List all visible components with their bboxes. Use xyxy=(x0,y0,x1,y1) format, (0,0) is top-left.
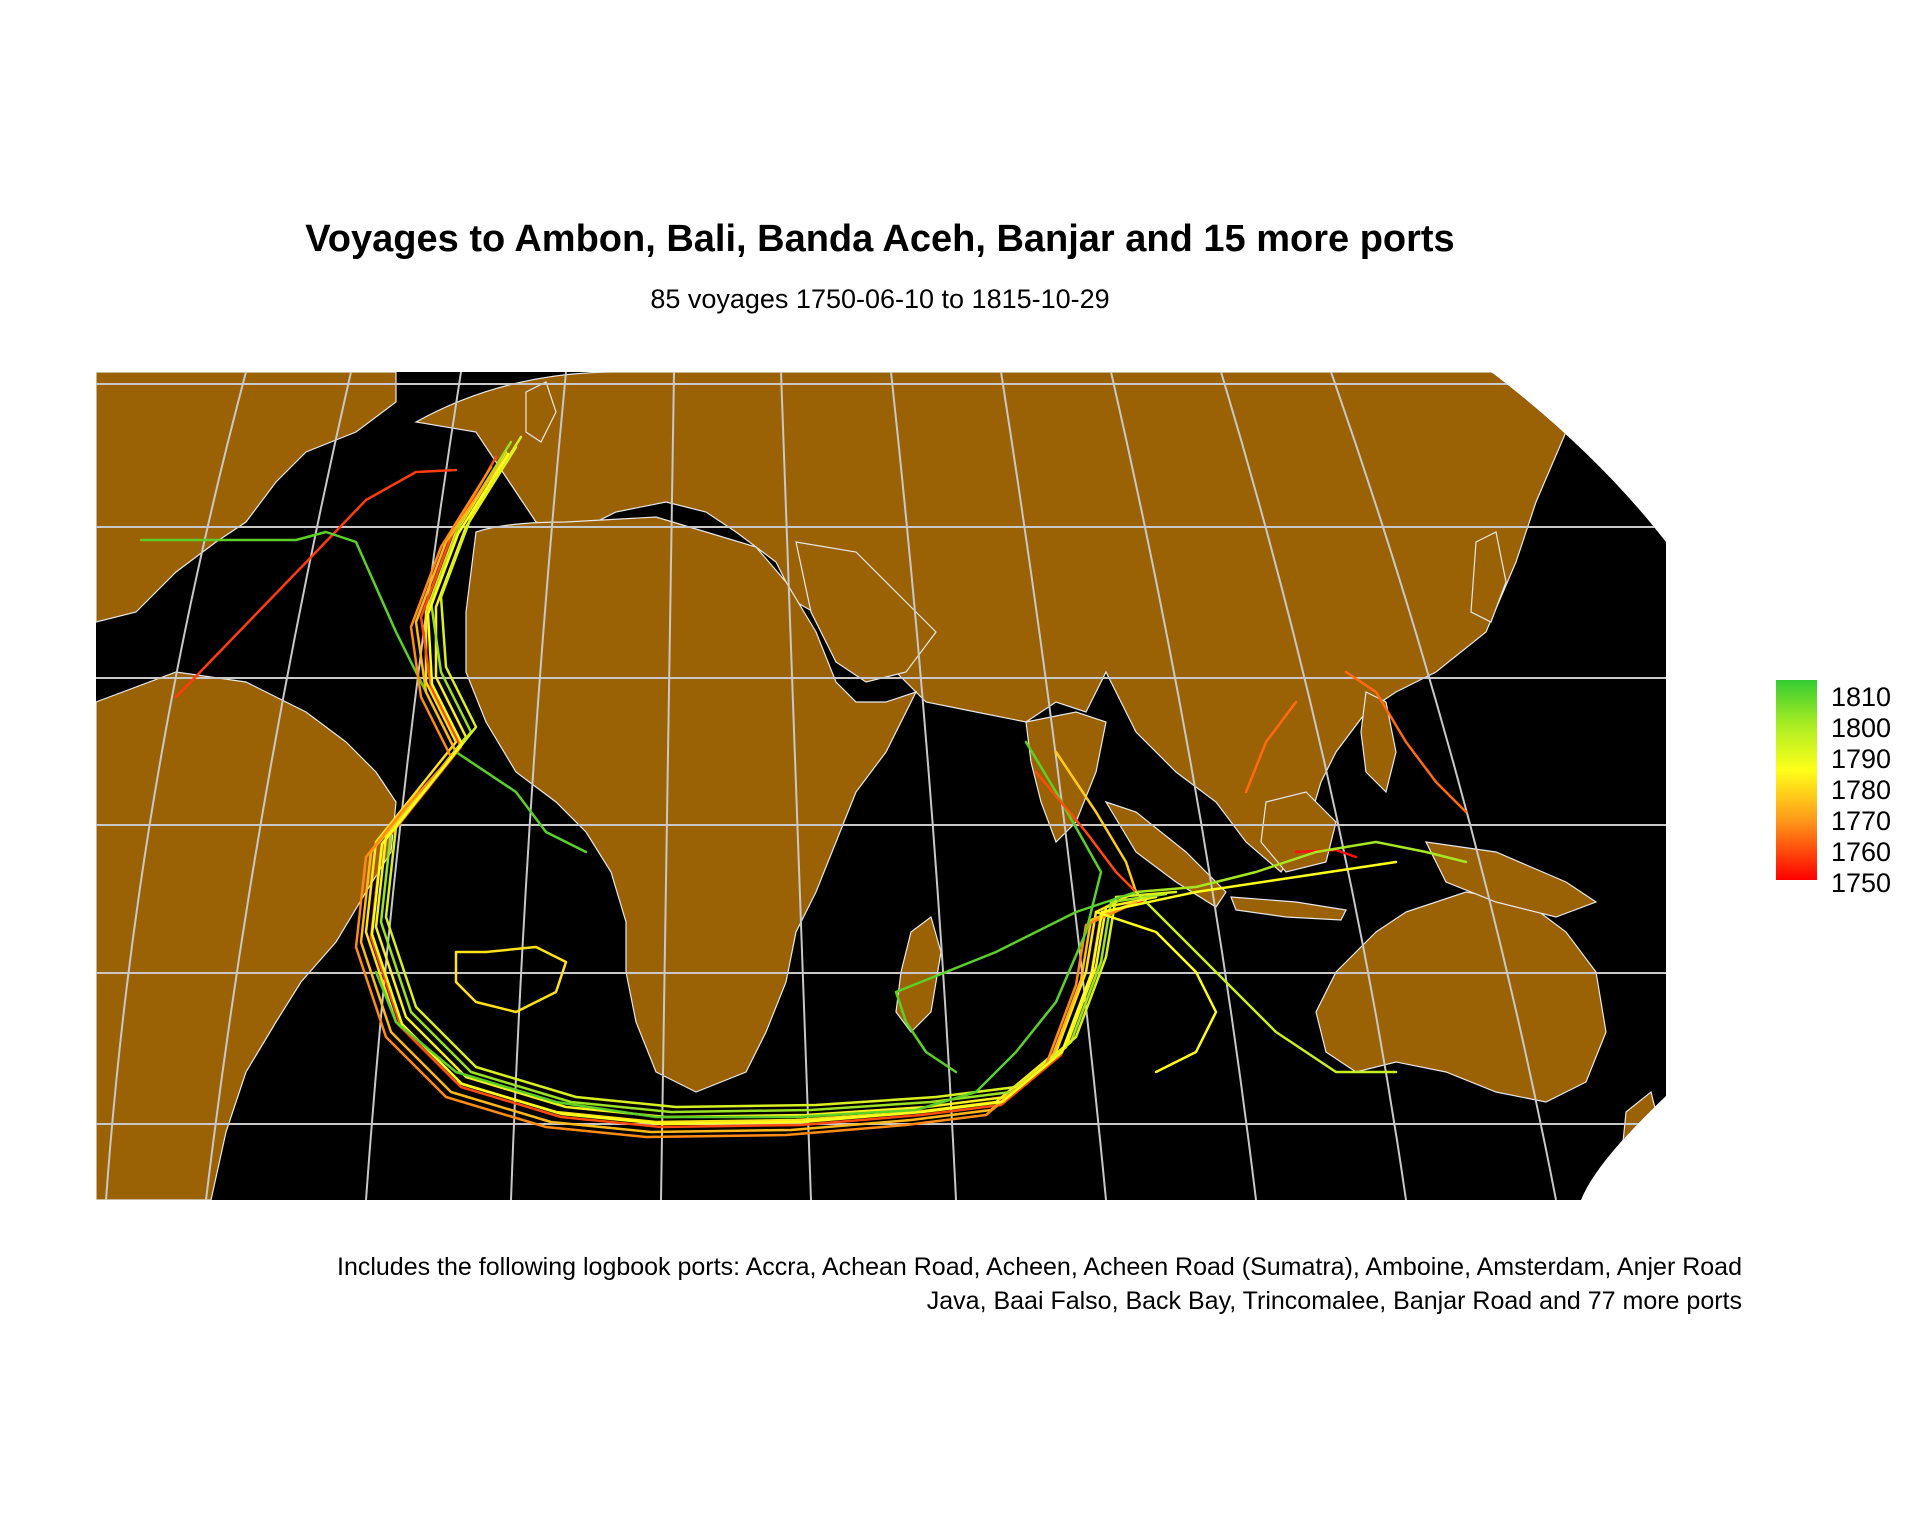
voyage-track xyxy=(1294,848,1358,859)
voyage-map xyxy=(96,372,1666,1200)
landmass-philippines xyxy=(1360,691,1397,794)
voyage-track xyxy=(1034,770,1138,894)
voyage-track xyxy=(1094,910,1218,1074)
legend-label: 1790 xyxy=(1831,744,1892,774)
landmass-australia xyxy=(1315,891,1607,1103)
legend-label: 1770 xyxy=(1831,806,1892,836)
voyage-track xyxy=(369,455,1148,1129)
voyage-track xyxy=(384,435,1178,1109)
voyage-track xyxy=(1134,890,1398,1074)
voyage-tracks xyxy=(139,435,1468,1139)
legend-colorbar xyxy=(1776,680,1817,880)
voyage-track xyxy=(1244,700,1298,794)
chart-title: Voyages to Ambon, Bali, Banda Aceh, Banj… xyxy=(305,218,1455,260)
voyage-track xyxy=(454,945,568,1014)
landmass-new-guinea xyxy=(1424,841,1598,918)
caption-line: Includes the following logbook ports: Ac… xyxy=(337,1253,1742,1281)
landmass-india xyxy=(1025,711,1107,844)
legend-label: 1780 xyxy=(1831,775,1892,805)
voyage-track xyxy=(1134,840,1468,894)
legend-label: 1810 xyxy=(1831,682,1892,712)
voyage-track xyxy=(174,468,458,699)
landmass-japan xyxy=(1470,531,1507,623)
graticule xyxy=(96,372,1666,1200)
landmass-arabia xyxy=(795,541,937,683)
landmass-java xyxy=(1230,896,1347,921)
landmass-madagascar xyxy=(895,915,942,1033)
voyage-track xyxy=(1344,670,1468,814)
legend: 1810 1800 1790 1780 1770 1760 1750 xyxy=(1776,680,1906,897)
legend-label: 1800 xyxy=(1831,713,1892,743)
ports-caption: Includes the following logbook ports: Ac… xyxy=(22,1250,1742,1318)
land xyxy=(96,372,1662,1200)
landmass-north-america xyxy=(96,372,397,623)
chart-subtitle: 85 voyages 1750-06-10 to 1815-10-29 xyxy=(650,284,1110,314)
voyage-track xyxy=(139,530,588,854)
legend-label: 1760 xyxy=(1831,837,1892,867)
legend-label: 1750 xyxy=(1831,868,1892,898)
landmass-sumatra xyxy=(1104,800,1227,908)
voyage-track xyxy=(894,890,1138,1074)
landmass-africa xyxy=(465,516,918,1093)
voyage-track xyxy=(374,740,1103,1119)
voyage-track xyxy=(1054,750,1138,894)
voyage-track xyxy=(370,452,1398,1126)
caption-line: Java, Baai Falso, Back Bay, Trincomalee,… xyxy=(926,1287,1742,1315)
